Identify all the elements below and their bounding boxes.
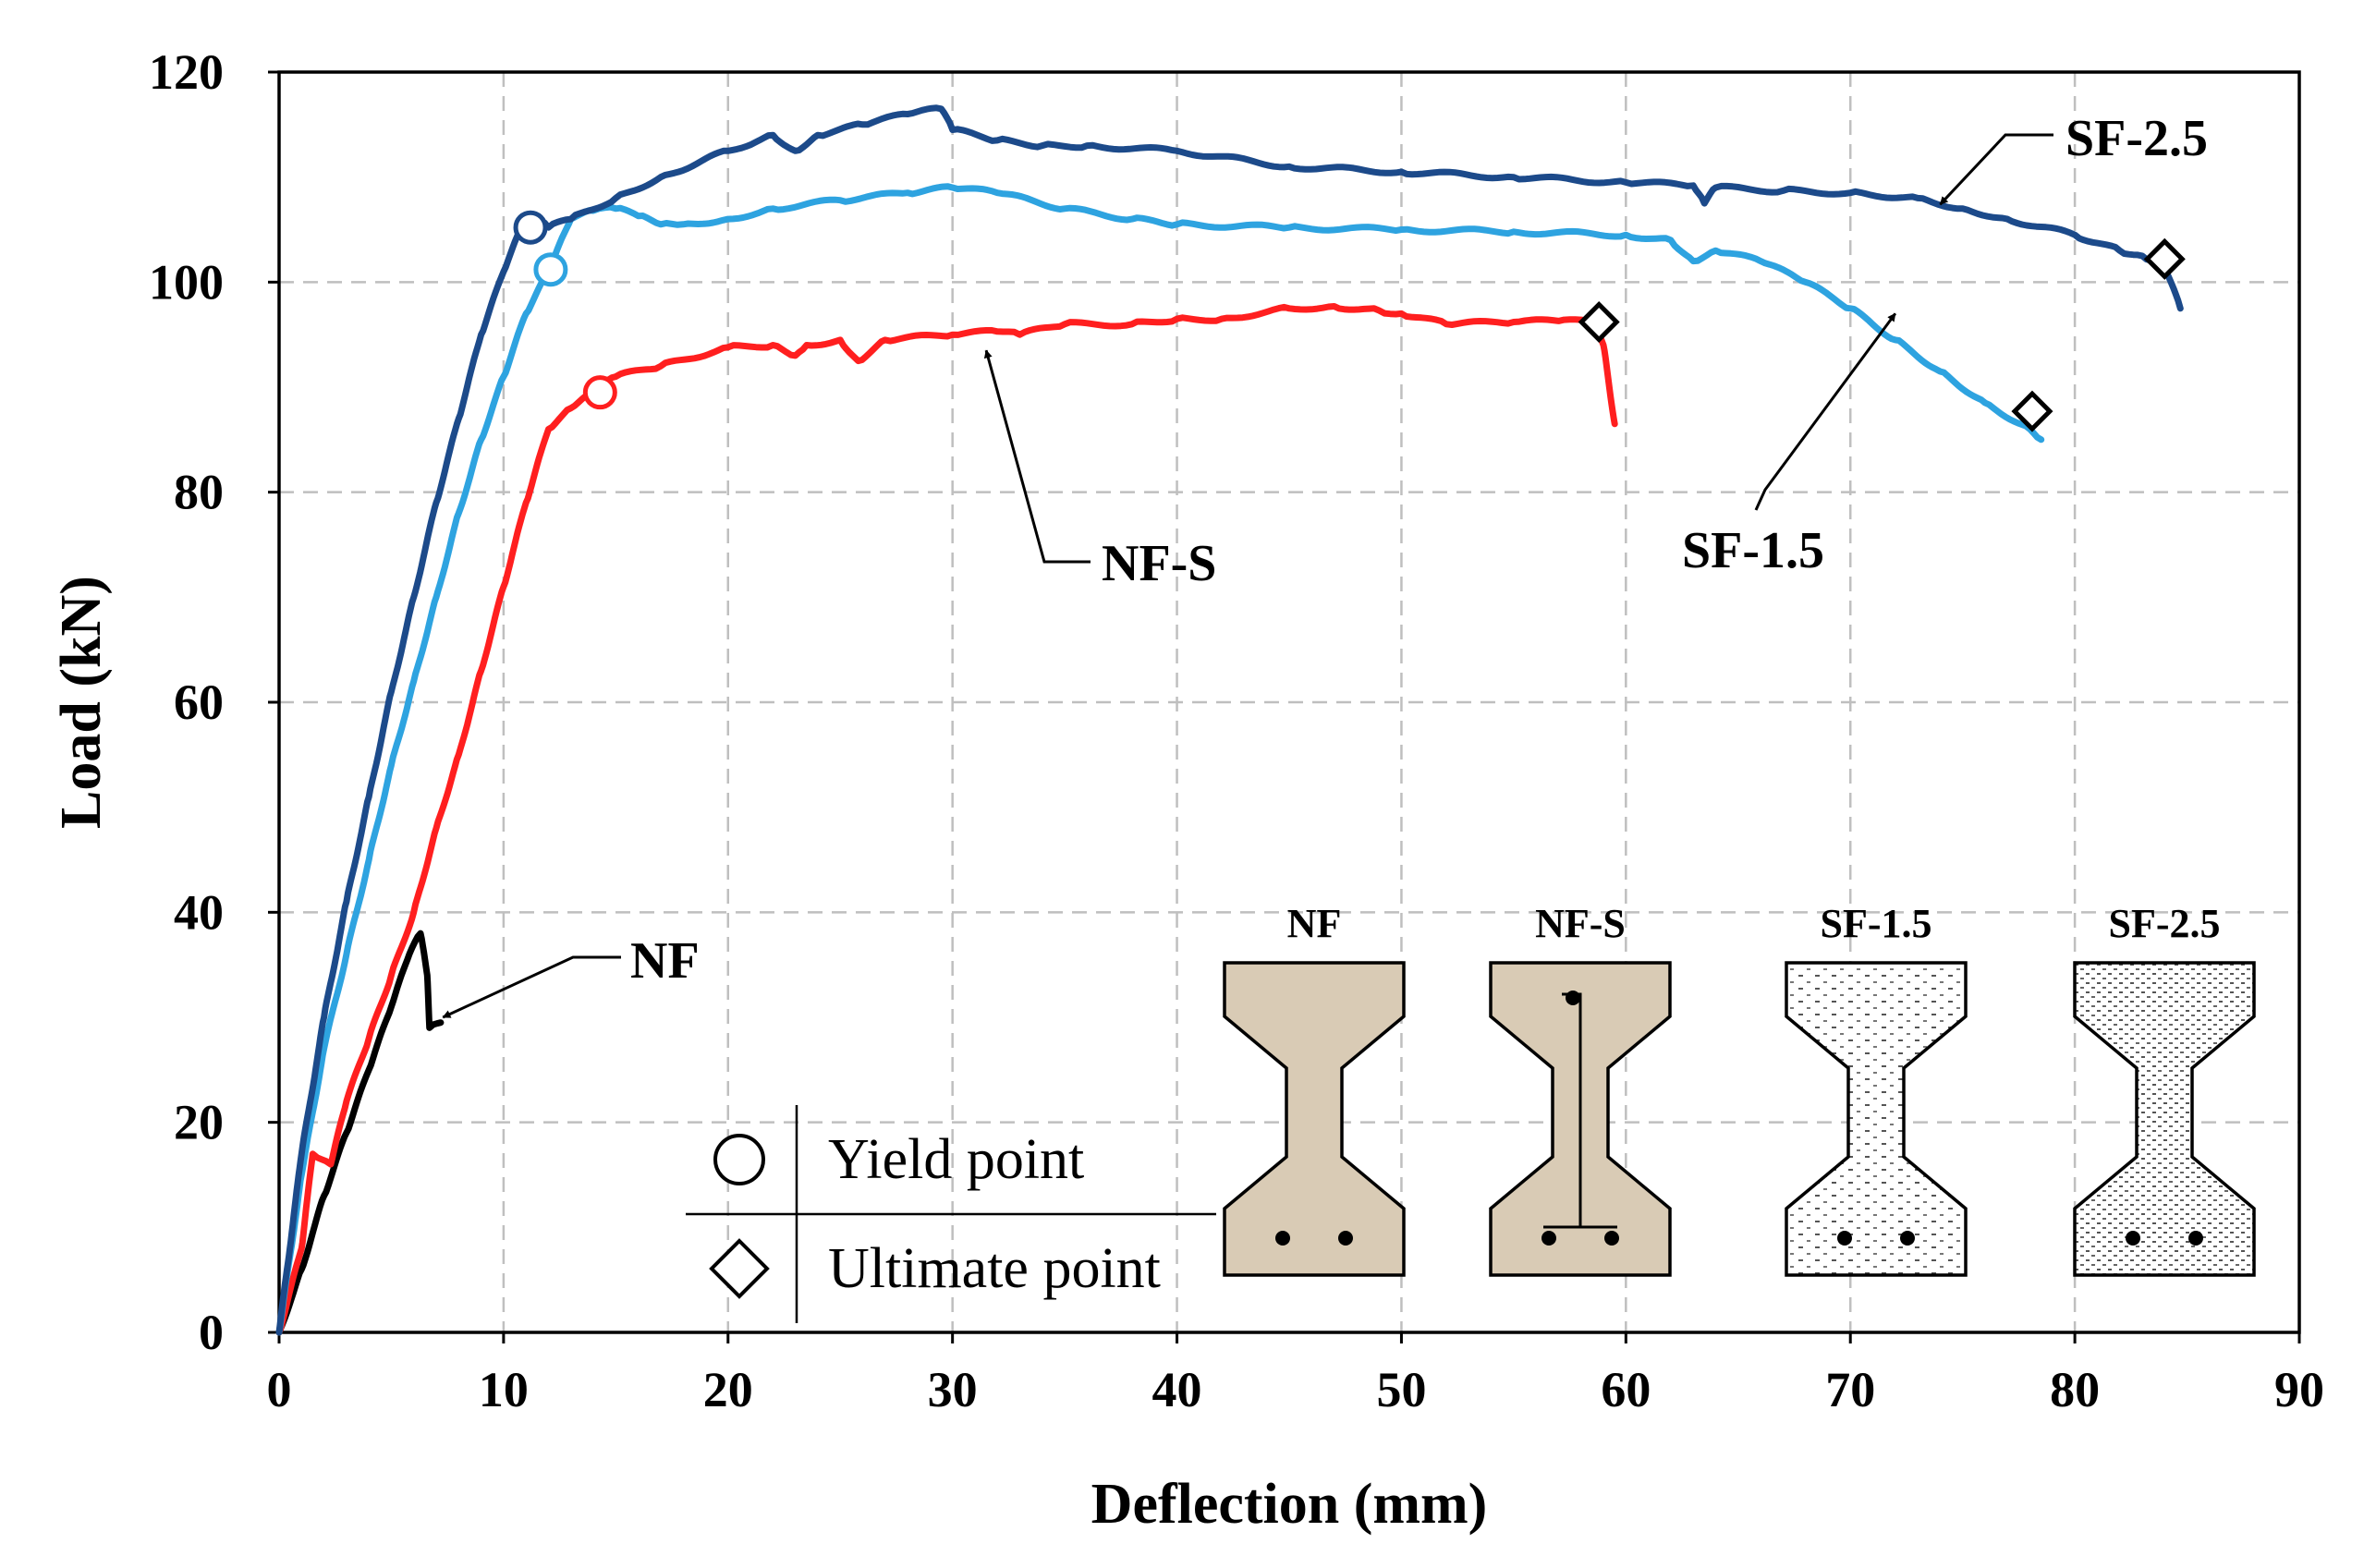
y-tick-label: 60 — [174, 675, 224, 730]
legend-label-diamond: Ultimate point — [828, 1237, 1161, 1300]
section-shape-sf-2.5 — [2073, 961, 2256, 1277]
annotation-arrow-sf-1.5 — [1754, 312, 1897, 511]
x-tick-label: 80 — [2050, 1362, 2100, 1417]
section-label-nf: NF — [1287, 901, 1342, 946]
x-tick-label: 70 — [1825, 1362, 1875, 1417]
annotations: SF-2.5 SF-1.5 NF-S NF — [442, 110, 2208, 1019]
x-tick-label: 10 — [479, 1362, 529, 1417]
x-tick-label: 90 — [2274, 1362, 2324, 1417]
stirrup-nf-s — [1543, 992, 1617, 1229]
point-markers — [513, 210, 2186, 432]
series-lines — [275, 104, 2184, 1336]
x-tick-label: 20 — [703, 1362, 753, 1417]
y-tick-label: 20 — [174, 1095, 224, 1150]
annotation-arrow-nf-s — [983, 349, 1091, 564]
rebar-left-nf-s — [1541, 1231, 1556, 1246]
section-label-nf-s: NF-S — [1535, 901, 1626, 946]
annotation-label-sf-2.5: SF-2.5 — [2065, 110, 2208, 167]
series-line-sf-2.5 — [275, 104, 2184, 1336]
x-tick-label: 40 — [1152, 1362, 1202, 1417]
legend-diamond-marker — [709, 1238, 770, 1299]
rebar-right-nf — [1338, 1231, 1353, 1246]
annotation-label-nf: NF — [630, 932, 700, 990]
annotation-arrow-sf-2.5 — [1939, 133, 2053, 206]
annotation-arrow-nf — [442, 955, 621, 1019]
y-tick-label: 100 — [149, 254, 224, 310]
rebar-left-nf — [1275, 1231, 1290, 1246]
series-line-nf — [275, 930, 445, 1336]
rebar-right-sf-1.5 — [1900, 1231, 1915, 1246]
x-tick-label: 60 — [1601, 1362, 1651, 1417]
x-axis-title: Deflection (mm) — [1091, 1473, 1488, 1536]
x-tick-label: 50 — [1376, 1362, 1426, 1417]
y-tick-label: 120 — [149, 44, 224, 100]
legend-circle-marker — [713, 1134, 765, 1185]
rebar-right-nf-s — [1604, 1231, 1619, 1246]
y-tick-label: 80 — [174, 465, 224, 520]
series-line-sf-1.5 — [275, 183, 2045, 1336]
rebar-right-sf-2.5 — [2188, 1231, 2203, 1246]
yield-point-nf-s — [582, 375, 617, 410]
legend: Yield point Ultimate point — [686, 1105, 1216, 1323]
annotation-label-nf-s: NF-S — [1102, 535, 1216, 592]
series-line-nf-s — [275, 303, 1618, 1336]
section-shape-sf-1.5 — [1785, 961, 1968, 1277]
yield-point-sf-1.5 — [533, 252, 568, 287]
x-tick-label: 30 — [928, 1362, 978, 1417]
y-tick-label: 40 — [174, 884, 224, 940]
section-label-sf-2.5: SF-2.5 — [2109, 901, 2221, 946]
yield-point-sf-2.5 — [513, 210, 548, 245]
axes: 0 10 20 30 40 50 60 70 80 90 0 20 40 60 80 100 120 Deflec… — [50, 44, 2324, 1536]
rebar-top-nf-s — [1566, 991, 1580, 1005]
x-tick-label: 0 — [267, 1362, 292, 1417]
rebar-left-sf-1.5 — [1837, 1231, 1852, 1246]
ultimate-point-sf-2.5 — [2143, 237, 2186, 280]
ultimate-point-nf-s — [1578, 300, 1620, 344]
annotation-label-sf-1.5: SF-1.5 — [1682, 522, 1824, 579]
section-label-sf-1.5: SF-1.5 — [1821, 901, 1932, 946]
rebar-left-sf-2.5 — [2126, 1231, 2140, 1246]
legend-label-circle: Yield point — [828, 1128, 1084, 1191]
section-shape-nf — [1223, 961, 1406, 1277]
y-axis-title: Load (kN) — [50, 576, 113, 829]
ultimate-point-sf-1.5 — [2011, 390, 2053, 432]
cross-section-inset: NF NF-S SF-1.5 SF-2.5 — [1223, 901, 2256, 1277]
y-tick-label: 0 — [199, 1305, 224, 1360]
